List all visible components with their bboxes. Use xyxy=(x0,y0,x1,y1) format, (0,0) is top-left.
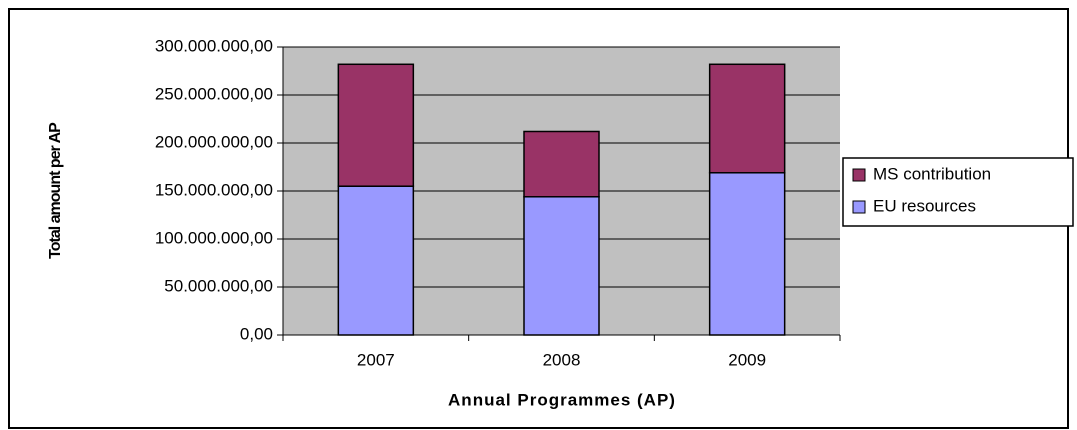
x-axis-title: Annual Programmes (AP) xyxy=(448,390,676,409)
y-tick-label: 0,00 xyxy=(240,324,273,343)
bar-segment xyxy=(708,172,786,336)
y-tick-label: 100.000.000,00 xyxy=(155,228,273,247)
bar-segment xyxy=(523,196,600,336)
y-tick-label: 150.000.000,00 xyxy=(155,180,273,199)
y-tick-label: 300.000.000,00 xyxy=(155,36,273,55)
bar-segment xyxy=(708,63,786,174)
legend-swatch xyxy=(852,200,866,214)
legend-label: MS contribution xyxy=(873,164,991,183)
y-tick-label: 50.000.000,00 xyxy=(164,276,273,295)
legend-box xyxy=(842,157,1074,227)
x-tick-label: 2007 xyxy=(357,350,395,369)
bar-segment xyxy=(337,63,415,187)
bar-segment xyxy=(337,185,415,336)
y-tick-label: 200.000.000,00 xyxy=(155,132,273,151)
x-tick-label: 2009 xyxy=(728,350,766,369)
x-tick-label: 2008 xyxy=(543,350,581,369)
legend-label: EU resources xyxy=(873,196,976,215)
legend-swatch xyxy=(852,168,866,182)
y-axis-title: Total amount per AP xyxy=(47,122,64,259)
y-tick-label: 250.000.000,00 xyxy=(155,84,273,103)
bar-segment xyxy=(523,130,600,198)
